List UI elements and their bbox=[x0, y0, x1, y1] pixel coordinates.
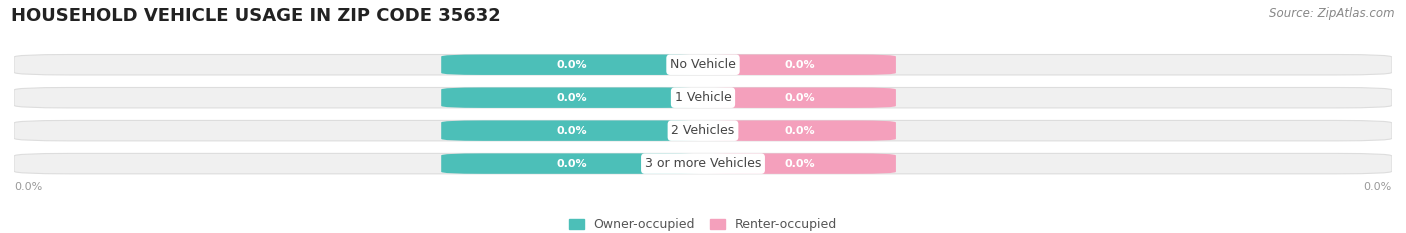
Text: 0.0%: 0.0% bbox=[785, 60, 814, 70]
Text: 0.0%: 0.0% bbox=[14, 182, 42, 192]
FancyBboxPatch shape bbox=[441, 120, 703, 141]
FancyBboxPatch shape bbox=[14, 87, 1392, 108]
Text: 0.0%: 0.0% bbox=[557, 126, 588, 136]
FancyBboxPatch shape bbox=[441, 87, 703, 108]
FancyBboxPatch shape bbox=[703, 55, 896, 75]
Legend: Owner-occupied, Renter-occupied: Owner-occupied, Renter-occupied bbox=[564, 213, 842, 233]
Text: 0.0%: 0.0% bbox=[1364, 182, 1392, 192]
Text: No Vehicle: No Vehicle bbox=[671, 58, 735, 71]
Text: 0.0%: 0.0% bbox=[785, 126, 814, 136]
Text: Source: ZipAtlas.com: Source: ZipAtlas.com bbox=[1270, 7, 1395, 20]
FancyBboxPatch shape bbox=[703, 153, 896, 174]
Text: 0.0%: 0.0% bbox=[557, 93, 588, 103]
FancyBboxPatch shape bbox=[441, 153, 703, 174]
Text: 0.0%: 0.0% bbox=[785, 159, 814, 169]
Text: 3 or more Vehicles: 3 or more Vehicles bbox=[645, 157, 761, 170]
FancyBboxPatch shape bbox=[14, 120, 1392, 141]
Text: 0.0%: 0.0% bbox=[557, 60, 588, 70]
Text: 0.0%: 0.0% bbox=[785, 93, 814, 103]
FancyBboxPatch shape bbox=[14, 55, 1392, 75]
Text: 2 Vehicles: 2 Vehicles bbox=[672, 124, 734, 137]
Text: 0.0%: 0.0% bbox=[557, 159, 588, 169]
Text: HOUSEHOLD VEHICLE USAGE IN ZIP CODE 35632: HOUSEHOLD VEHICLE USAGE IN ZIP CODE 3563… bbox=[11, 7, 501, 25]
FancyBboxPatch shape bbox=[14, 153, 1392, 174]
FancyBboxPatch shape bbox=[441, 55, 703, 75]
FancyBboxPatch shape bbox=[703, 87, 896, 108]
FancyBboxPatch shape bbox=[703, 120, 896, 141]
Text: 1 Vehicle: 1 Vehicle bbox=[675, 91, 731, 104]
